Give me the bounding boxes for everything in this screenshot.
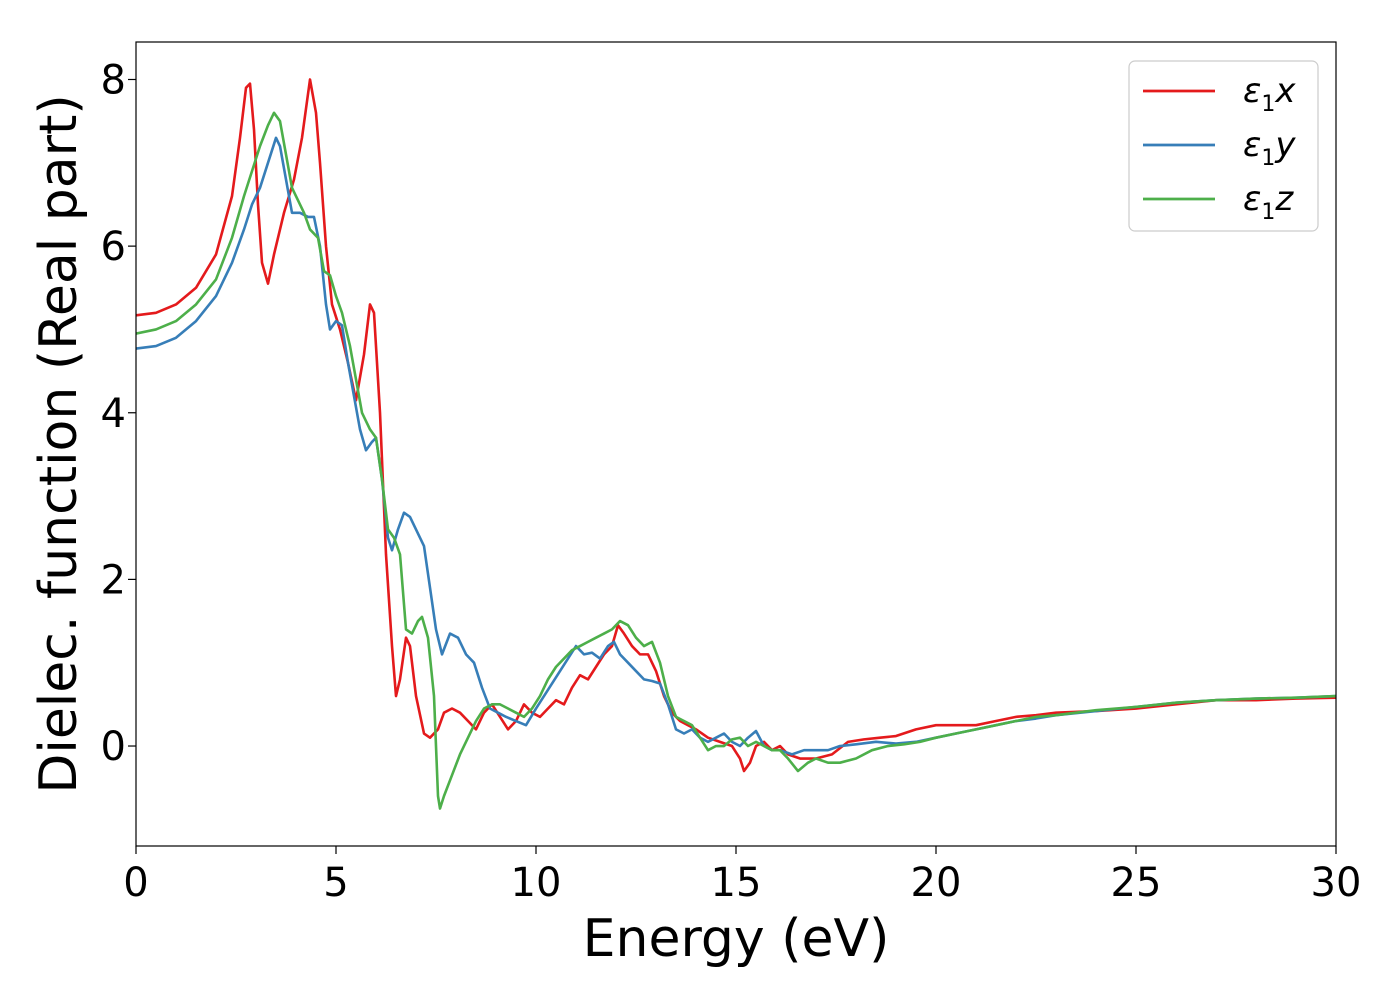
x-axis-ticks: 0 5 10 15 20 25 30 [123,846,1361,906]
x-tick-label: 30 [1311,860,1362,906]
x-tick-label: 5 [323,860,348,906]
legend: ε1x ε1y ε1z [1128,60,1319,232]
legend-label: ε1y [1243,125,1296,171]
x-tick-label: 15 [711,860,762,906]
legend-label: ε1x [1243,71,1296,117]
y-tick-label: 6 [101,224,126,270]
y-tick-label: 4 [101,391,126,437]
y-tick-label: 0 [101,724,126,770]
x-tick-label: 25 [1111,860,1162,906]
y-axis-ticks: 0 2 4 6 8 [101,57,136,770]
series-layer [136,78,1336,810]
x-tick-label: 10 [511,860,562,906]
x-tick-label: 0 [123,860,148,906]
legend-item-z: ε1z [1143,179,1294,225]
y-axis-title: Dielec. function (Real part) [29,94,89,793]
legend-label: ε1z [1243,179,1294,225]
x-axis-title: Energy (eV) [583,909,890,969]
legend-item-x: ε1x [1143,71,1296,117]
legend-item-y: ε1y [1143,125,1296,171]
series-line-z [136,111,1336,810]
legend-box [1128,60,1319,232]
y-tick-label: 8 [101,57,126,103]
y-tick-label: 2 [101,557,126,603]
series-line-x [136,78,1336,773]
x-tick-label: 20 [911,860,962,906]
